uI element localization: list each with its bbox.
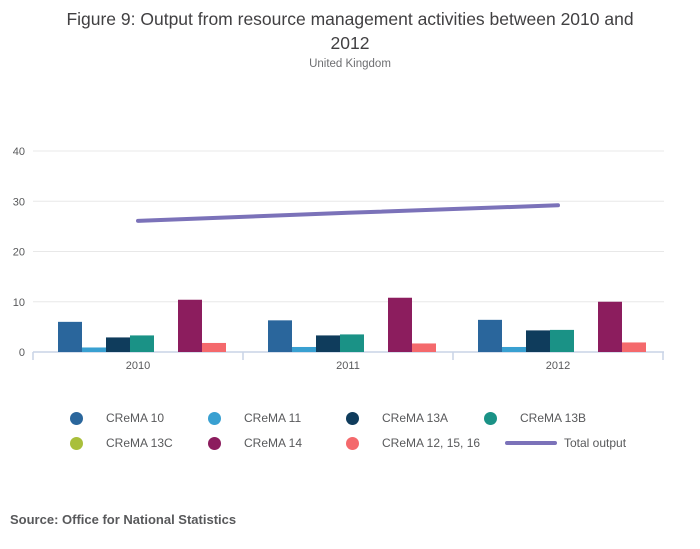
legend-label: CReMA 11 [244,411,302,425]
legend-label: CReMA 13A [382,411,449,425]
y-axis-label: 0 [19,347,25,359]
legend-dot-icon [484,411,497,425]
bar-2011-series-0 [268,320,292,352]
legend-dot-icon [70,436,83,450]
chart-legend: CReMA 10 CReMA 11 CReMA 13A CReMA 13B CReMA … [0,402,700,460]
chart-canvas: 0 10 20 30 40 2010 2011 2012 [13,146,664,372]
y-axis-label: 20 [13,247,25,259]
bar-2010-series-3 [130,335,154,352]
legend-label: CReMA 14 [244,436,303,450]
chart-title: Figure 9: Output from resource managemen… [66,9,634,53]
legend-label: CReMA 10 [106,411,165,425]
legend-item-0[interactable]: CReMA 10 [70,409,164,427]
legend-label: CReMA 12, 15, 16 [382,436,481,450]
x-axis-label: 2010 [126,360,150,372]
legend-item-total-output[interactable]: Total output [505,434,626,452]
y-axis-label: 40 [13,146,25,158]
legend-item-5[interactable]: CReMA 14 [208,434,302,452]
bar-2011-series-1 [292,346,316,352]
chart-plot-area: 0 10 20 30 40 2010 2011 2012 [0,130,700,390]
legend-item-3[interactable]: CReMA 13B [484,409,586,427]
legend-dot-icon [208,436,221,450]
legend-item-6[interactable]: CReMA 12, 15, 16 [346,434,480,452]
y-axis-label: 30 [13,196,25,208]
legend-dot-icon [70,411,83,425]
legend-label: Total output [564,436,627,450]
legend-item-2[interactable]: CReMA 13A [346,409,448,427]
chart-subtitle: United Kingdom [309,58,391,70]
bar-2010-series-6 [202,342,226,352]
y-axis-label: 10 [13,297,25,309]
bar-2012-series-2 [526,330,550,352]
bar-2012-series-0 [478,319,502,352]
legend-dot-icon [346,411,359,425]
source-note: Source: Office for National Statistics [10,512,237,527]
legend-item-4[interactable]: CReMA 13C [70,434,173,452]
bar-2011-series-3 [340,334,364,352]
legend-dot-icon [346,436,359,450]
bar-2010-series-2 [106,337,130,352]
bar-2010-series-5 [178,299,202,352]
bar-2011-series-6 [412,343,436,352]
legend-dot-icon [208,411,221,425]
bar-2010-series-0 [58,321,82,352]
x-axis-label: 2011 [336,360,360,372]
total-output-line [136,203,560,223]
legend-line-icon [505,441,557,445]
bar-2012-series-1 [502,346,526,352]
x-axis-label: 2012 [546,360,570,372]
bar-2012-series-3 [550,329,574,352]
legend-label: CReMA 13C [106,436,173,450]
legend-item-1[interactable]: CReMA 11 [208,409,301,427]
bar-2010-series-1 [82,347,106,352]
bar-2011-series-2 [316,335,340,352]
bar-2011-series-5 [388,297,412,352]
legend-label: CReMA 13B [520,411,587,425]
bar-2012-series-6 [622,342,646,352]
bar-2012-series-5 [598,301,622,352]
